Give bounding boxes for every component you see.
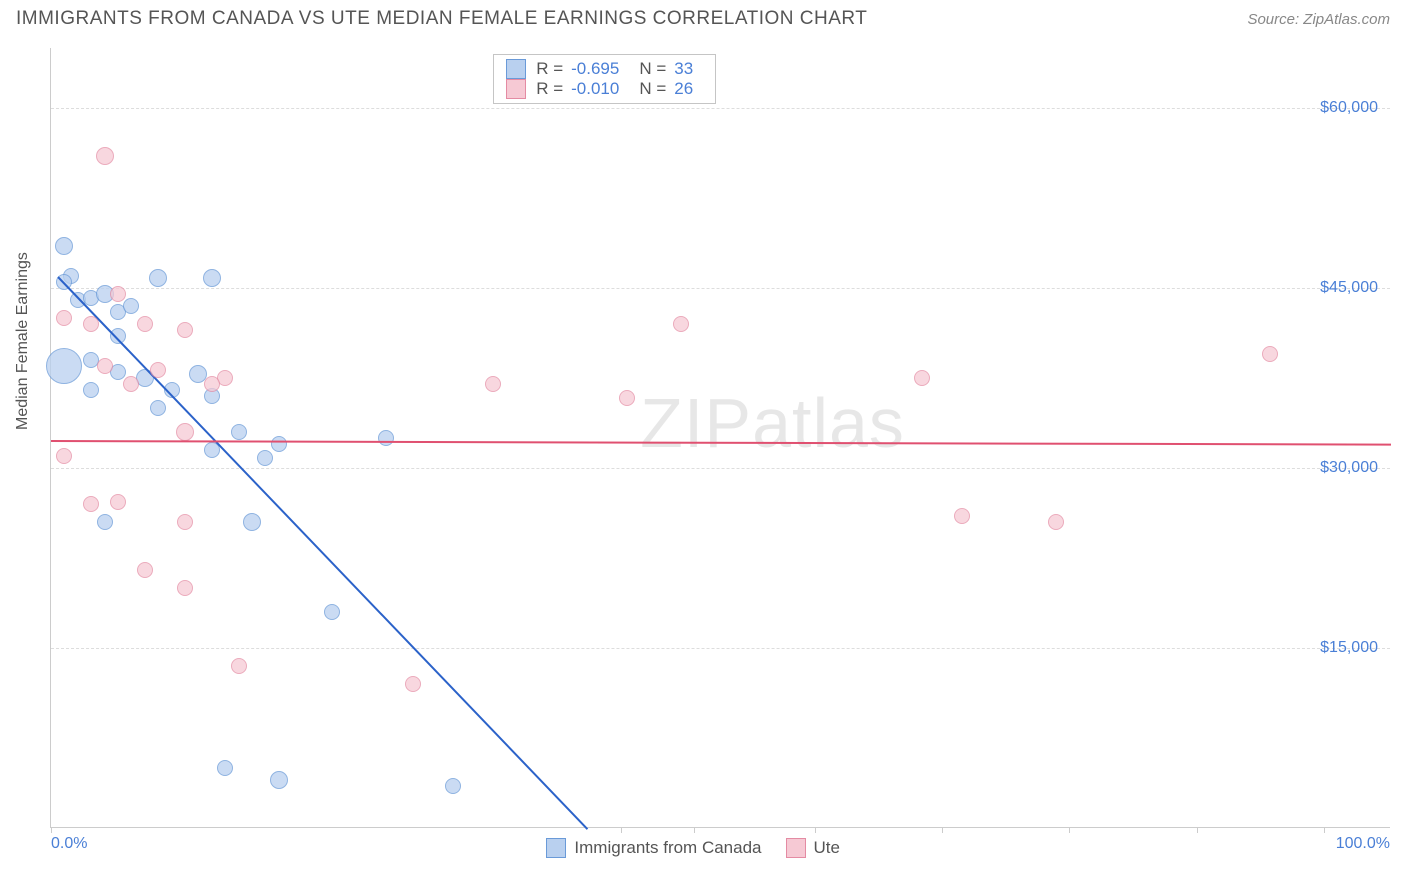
x-axis-end-label: 100.0% (1336, 835, 1390, 853)
stat-label-r: R = (536, 79, 563, 99)
data-point-canada (203, 269, 221, 287)
data-point-canada (46, 348, 82, 384)
data-point-ute (137, 562, 153, 578)
data-point-ute (914, 370, 930, 386)
x-tick (694, 827, 695, 833)
data-point-canada (271, 436, 287, 452)
y-tick-label: $60,000 (1320, 99, 1378, 117)
data-point-canada (55, 237, 73, 255)
data-point-ute (83, 316, 99, 332)
data-point-ute (56, 310, 72, 326)
data-point-ute (83, 496, 99, 512)
data-point-canada (378, 430, 394, 446)
x-tick (1069, 827, 1070, 833)
data-point-canada (257, 450, 273, 466)
x-tick (1324, 827, 1325, 833)
stat-value-r-canada: -0.695 (571, 59, 619, 79)
data-point-ute (1262, 346, 1278, 362)
data-point-canada (324, 604, 340, 620)
gridline (51, 108, 1390, 109)
gridline (51, 468, 1390, 469)
data-point-ute (673, 316, 689, 332)
data-point-ute (485, 376, 501, 392)
data-point-ute (177, 322, 193, 338)
data-point-ute (110, 494, 126, 510)
x-tick (1197, 827, 1198, 833)
data-point-ute (56, 448, 72, 464)
trend-line-canada (57, 276, 588, 829)
data-point-ute (110, 286, 126, 302)
gridline (51, 648, 1390, 649)
y-tick-label: $30,000 (1320, 459, 1378, 477)
x-axis-start-label: 0.0% (51, 835, 87, 853)
data-point-canada (231, 424, 247, 440)
x-tick (51, 827, 52, 833)
data-point-canada (150, 400, 166, 416)
data-point-canada (445, 778, 461, 794)
gridline (51, 288, 1390, 289)
legend-swatch-ute (506, 79, 526, 99)
stat-label-n: N = (639, 79, 666, 99)
source-text: Source: ZipAtlas.com (1247, 11, 1390, 28)
data-point-canada (123, 298, 139, 314)
stat-value-r-ute: -0.010 (571, 79, 619, 99)
x-tick (621, 827, 622, 833)
data-point-ute (137, 316, 153, 332)
data-point-ute (97, 358, 113, 374)
data-point-canada (149, 269, 167, 287)
data-point-ute (96, 147, 114, 165)
data-point-ute (405, 676, 421, 692)
data-point-canada (83, 382, 99, 398)
data-point-ute (150, 362, 166, 378)
legend-item-ute: Ute (786, 838, 840, 858)
legend-stats-row-canada: R = -0.695 N = 33 (506, 59, 703, 79)
data-point-ute (1048, 514, 1064, 530)
stat-value-n-canada: 33 (674, 59, 693, 79)
data-point-ute (177, 514, 193, 530)
stat-label-n: N = (639, 59, 666, 79)
trend-line-ute (51, 440, 1391, 446)
data-point-ute (954, 508, 970, 524)
data-point-ute (204, 376, 220, 392)
legend-series: Immigrants from Canada Ute (546, 838, 840, 858)
legend-label-canada: Immigrants from Canada (574, 838, 761, 858)
legend-label-ute: Ute (814, 838, 840, 858)
data-point-ute (176, 423, 194, 441)
y-tick-label: $45,000 (1320, 279, 1378, 297)
stat-value-n-ute: 26 (674, 79, 693, 99)
legend-stats: R = -0.695 N = 33 R = -0.010 N = 26 (493, 54, 716, 104)
legend-stats-row-ute: R = -0.010 N = 26 (506, 79, 703, 99)
x-tick (942, 827, 943, 833)
legend-swatch-canada (506, 59, 526, 79)
data-point-ute (177, 580, 193, 596)
data-point-ute (231, 658, 247, 674)
watermark: ZIPatlas (640, 383, 905, 463)
chart-plot-area: ZIPatlas $15,000$30,000$45,000$60,0000.0… (50, 48, 1390, 828)
y-tick-label: $15,000 (1320, 639, 1378, 657)
data-point-ute (619, 390, 635, 406)
data-point-canada (97, 514, 113, 530)
x-tick (815, 827, 816, 833)
legend-item-canada: Immigrants from Canada (546, 838, 761, 858)
data-point-canada (243, 513, 261, 531)
legend-swatch-ute (786, 838, 806, 858)
data-point-canada (217, 760, 233, 776)
legend-swatch-canada (546, 838, 566, 858)
stat-label-r: R = (536, 59, 563, 79)
data-point-canada (270, 771, 288, 789)
y-axis-label: Median Female Earnings (14, 252, 32, 430)
chart-title: IMMIGRANTS FROM CANADA VS UTE MEDIAN FEM… (16, 8, 867, 30)
data-point-ute (123, 376, 139, 392)
